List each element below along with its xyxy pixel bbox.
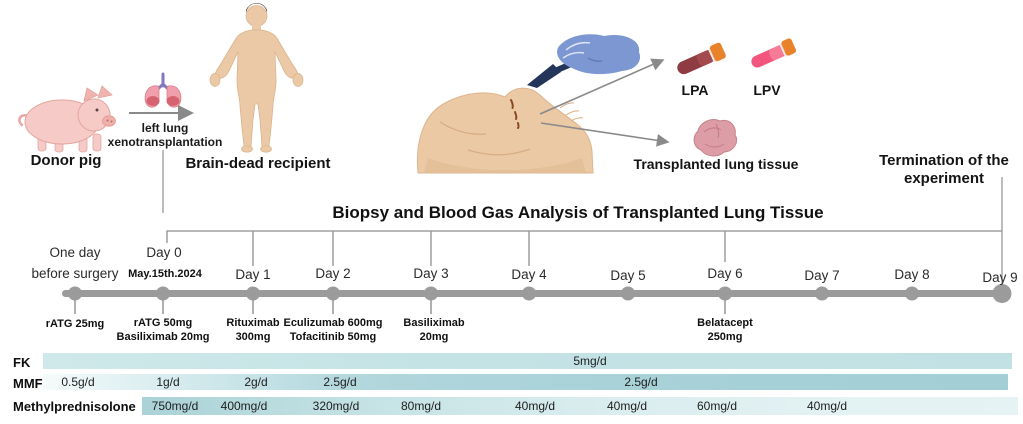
methylprednisolone-dose-bar: 750mg/d 400mg/d 320mg/d 80mg/d 40mg/d 40… (142, 397, 1018, 415)
mp-dose-value: 40mg/d (514, 399, 556, 413)
mp-dose-value: 60mg/d (696, 399, 738, 413)
biopsy-torso-illustration (416, 87, 594, 174)
lpv-tube-icon (751, 38, 797, 68)
lung-tissue-illustration (693, 119, 738, 157)
timeline-dot-day0 (156, 286, 170, 301)
timeline-dot-day6 (718, 286, 732, 301)
drug-annotation-pre: rATG 25mg (46, 318, 104, 332)
day8-label: Day 8 (894, 267, 930, 282)
mmf-dose-value: 0.5g/d (61, 375, 95, 389)
annotation-line1: rATG 25mg (45, 318, 105, 330)
mp-dose-value: 750mg/d (151, 399, 199, 413)
drug-annotation-day6: Belatacept 250mg (697, 317, 753, 344)
timeline-dot-day5 (621, 286, 635, 301)
pre-day-label-line1: One day (49, 245, 101, 260)
mp-dose-value: 400mg/d (220, 399, 268, 413)
mmf-dose-value: 2.5g/d (323, 375, 357, 389)
mmf-row-label: MMF (13, 376, 43, 391)
timeline-dot-pre (68, 286, 82, 301)
timeline-dot-day8 (905, 286, 919, 301)
human-figure (209, 3, 304, 153)
timeline-dot-day7 (815, 286, 829, 301)
annotation-line2: 300mg (235, 330, 271, 343)
lpa-label: LPA (681, 82, 709, 98)
timeline-dot-day2 (326, 286, 340, 301)
pre-day-label-line2: before surgery (31, 266, 119, 281)
day3-label: Day 3 (413, 266, 449, 281)
timeline-axis (62, 284, 1012, 314)
mp-dose-value: 40mg/d (606, 399, 648, 413)
drug-annotation-day0: rATG 50mg Basiliximab 20mg (117, 317, 210, 344)
timeline-dot-day3 (424, 286, 438, 301)
annotation-line2: 250mg (707, 330, 743, 343)
drug-annotation-day2: Eculizumab 600mg Tofacitinib 50mg (283, 317, 382, 344)
mmf-dose-value: 2.5g/d (624, 375, 658, 389)
drug-annotation-day3: Basiliximab 20mg (403, 317, 464, 344)
mmf-dose-bar: 0.5g/d 1g/d 2g/d 2.5g/d 2.5g/d (43, 374, 1008, 390)
lpa-tube-icon (677, 42, 726, 75)
day9-label: Day 9 (982, 270, 1018, 285)
day0-date: May.15th.2024 (128, 268, 202, 280)
fk-dose-value: 5mg/d (573, 354, 607, 368)
drug-annotation-day1: Rituximab 300mg (226, 317, 279, 344)
mp-dose-value: 320mg/d (312, 399, 360, 413)
fk-dose-bar: 5mg/d (43, 353, 1012, 369)
lungs-icon (144, 72, 182, 108)
mp-dose-value: 40mg/d (806, 399, 848, 413)
pig-illustration (18, 85, 116, 153)
donor-pig-label: Donor pig (30, 152, 102, 169)
annotation-line1: Belatacept (697, 317, 753, 329)
mmf-dose-value: 1g/d (156, 375, 180, 389)
arrow-to-blood-tubes (539, 58, 665, 115)
incision-marks (510, 99, 520, 129)
termination-label-line2: experiment (903, 170, 985, 187)
scalpel-hand-illustration (527, 34, 641, 88)
fk-row-label: FK (13, 355, 31, 370)
arrow-to-tissue (540, 122, 670, 147)
annotation-line2: Tofacitinib 50mg (289, 330, 377, 343)
day4-label: Day 4 (511, 267, 547, 282)
day0-label: Day 0 (146, 245, 182, 260)
day5-label: Day 5 (610, 268, 646, 283)
transplant-caption-line1: left lung (141, 121, 189, 135)
mmf-dose-value: 2g/d (244, 375, 268, 389)
termination-label-line1: Termination of the (879, 152, 1009, 169)
day2-label: Day 2 (315, 266, 351, 281)
timeline-dot-day4 (522, 286, 536, 301)
methylprednisolone-row-label: Methylprednisolone (13, 399, 136, 414)
timeline-dot-day1 (246, 286, 260, 301)
biopsy-title: Biopsy and Blood Gas Analysis of Transpl… (332, 203, 824, 222)
transplant-caption-line2: xenotransplantation (107, 135, 223, 149)
annotation-line1: Eculizumab 600mg (283, 317, 383, 329)
biopsy-bracket (166, 230, 1002, 266)
timeline-dot-day9 (992, 284, 1012, 303)
annotation-line2: 20mg (419, 330, 449, 343)
tissue-label: Transplanted lung tissue (633, 156, 799, 172)
annotation-line1: Rituximab (226, 317, 280, 329)
recipient-label: Brain-dead recipient (185, 155, 331, 172)
annotation-line2: Basiliximab 20mg (116, 330, 210, 343)
day7-label: Day 7 (804, 268, 840, 283)
day6-label: Day 6 (707, 266, 743, 281)
day1-label: Day 1 (235, 267, 271, 282)
mp-dose-value: 80mg/d (400, 399, 442, 413)
annotation-line1: Basiliximab (403, 317, 465, 329)
annotation-line1: rATG 50mg (133, 317, 193, 329)
lpv-label: LPV (753, 82, 781, 98)
